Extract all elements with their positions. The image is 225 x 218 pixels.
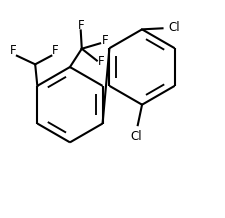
Text: F: F <box>98 55 104 68</box>
Text: F: F <box>77 19 84 32</box>
Text: F: F <box>101 34 108 47</box>
Text: F: F <box>10 44 17 58</box>
Text: Cl: Cl <box>130 130 141 143</box>
Text: F: F <box>52 44 58 58</box>
Text: Cl: Cl <box>167 21 179 34</box>
